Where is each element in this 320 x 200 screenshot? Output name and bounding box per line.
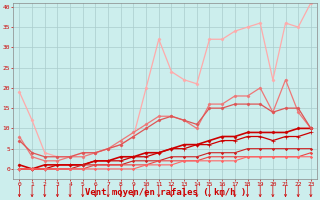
- X-axis label: Vent moyen/en rafales ( km/h ): Vent moyen/en rafales ( km/h ): [84, 188, 246, 197]
